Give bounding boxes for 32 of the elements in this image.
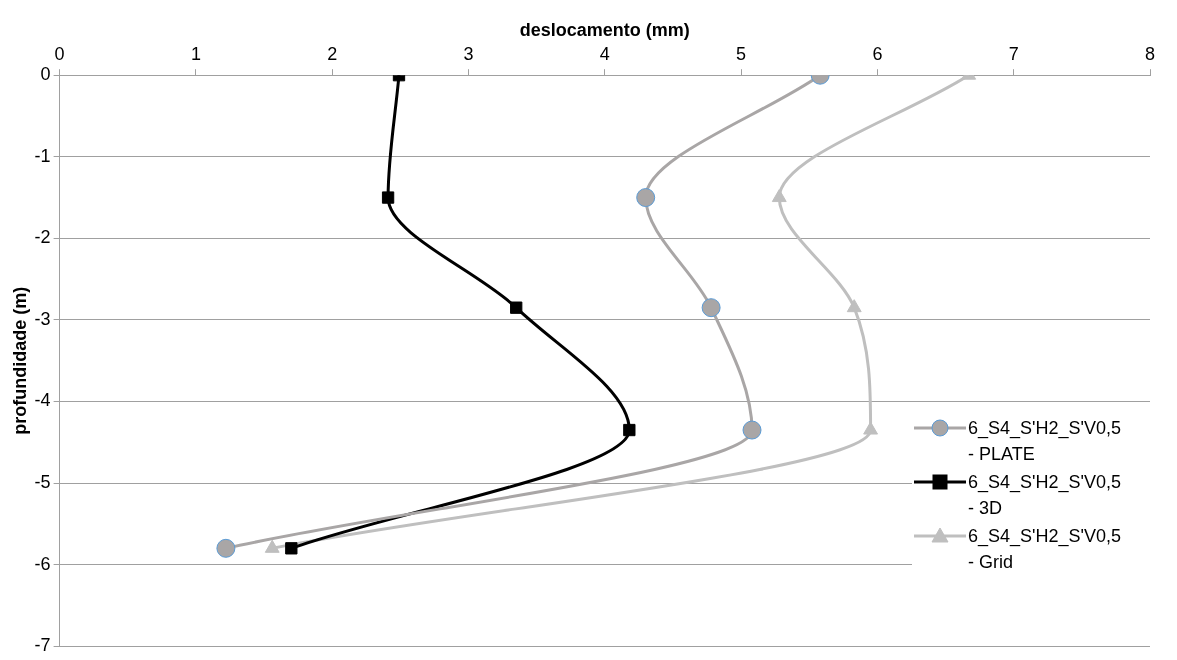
legend-label: 6_S4_S'H2_S'V0,5 - Grid	[968, 525, 1121, 574]
point	[623, 423, 636, 437]
y-axis-title: profundidade (m)	[9, 286, 30, 435]
point	[742, 420, 762, 440]
point	[846, 299, 862, 313]
y-tick-label: -2	[34, 227, 51, 248]
x-tick-label: 1	[190, 44, 201, 65]
legend-label: 6_S4_S'H2_S'V0,5 - PLATE	[968, 417, 1121, 466]
x-tick-label: 5	[736, 44, 747, 65]
y-tick-label: -1	[34, 145, 51, 166]
x-tick-label: 8	[1144, 44, 1156, 65]
x-tick-label: 7	[1008, 44, 1019, 65]
x-tick-label: 3	[463, 44, 474, 65]
y-tick-label: 0	[40, 64, 51, 85]
y-tick-label: -6	[34, 553, 51, 574]
x-tick-label: 4	[599, 44, 610, 65]
legend-label: 6_S4_S'H2_S'V0,5 - 3D	[968, 471, 1121, 520]
y-tick-label: -3	[34, 308, 51, 329]
y-tick-label: -7	[34, 635, 51, 656]
x-axis-title: deslocamento (mm)	[519, 19, 690, 40]
point	[285, 542, 298, 555]
x-tick-label: 6	[872, 44, 883, 65]
y-tick-label: -5	[34, 472, 51, 493]
x-tick-label: 0	[54, 44, 65, 65]
x-tick-label: 2	[327, 44, 338, 65]
point	[264, 539, 280, 553]
point	[636, 188, 656, 208]
y-tick-label: -4	[34, 390, 51, 411]
point	[381, 191, 395, 204]
point	[510, 301, 523, 314]
point	[216, 538, 236, 558]
point	[701, 298, 721, 318]
